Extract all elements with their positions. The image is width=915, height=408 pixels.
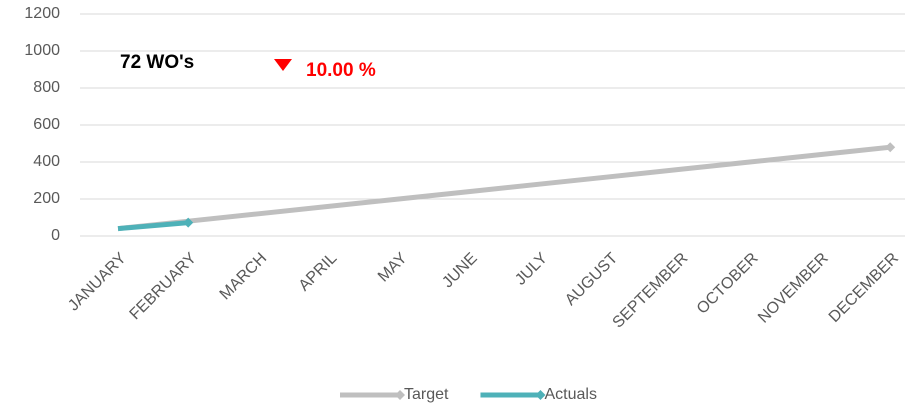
x-tick-label: FEBRUARY <box>127 250 201 324</box>
legend-marker <box>535 390 546 400</box>
series-line <box>117 144 891 232</box>
series-line <box>117 220 189 232</box>
x-tick-label: OCTOBER <box>694 250 762 318</box>
y-tick-label: 0 <box>51 227 60 244</box>
series-marker <box>885 142 896 153</box>
x-tick-label: JUNE <box>439 250 481 292</box>
legend-marker <box>395 390 405 400</box>
x-tick-label: APRIL <box>296 250 341 295</box>
x-tick-label: JULY <box>512 250 551 289</box>
y-tick-label: 400 <box>33 153 60 170</box>
y-tick-label: 200 <box>33 190 60 207</box>
legend-label: Target <box>404 386 449 403</box>
y-tick-label: 600 <box>33 116 60 133</box>
down-indicator <box>274 59 292 71</box>
x-tick-label: MARCH <box>217 250 271 304</box>
x-tick-label: NOVEMBER <box>755 250 832 327</box>
x-tick-label: AUGUST <box>562 250 621 309</box>
y-tick-label: 1200 <box>24 5 60 22</box>
annotation-change: 10.00 % <box>306 60 376 81</box>
x-tick-label: MAY <box>375 250 411 286</box>
x-tick-label: DECEMBER <box>826 250 902 326</box>
y-tick-label: 1000 <box>24 42 60 59</box>
x-tick-label: JANUARY <box>65 250 130 315</box>
annotation-count: 72 WO's <box>120 52 194 73</box>
x-tick-label: SEPTEMBER <box>610 250 692 332</box>
series-marker <box>183 217 194 228</box>
legend-label: Actuals <box>544 386 596 403</box>
y-tick-label: 800 <box>33 79 60 96</box>
